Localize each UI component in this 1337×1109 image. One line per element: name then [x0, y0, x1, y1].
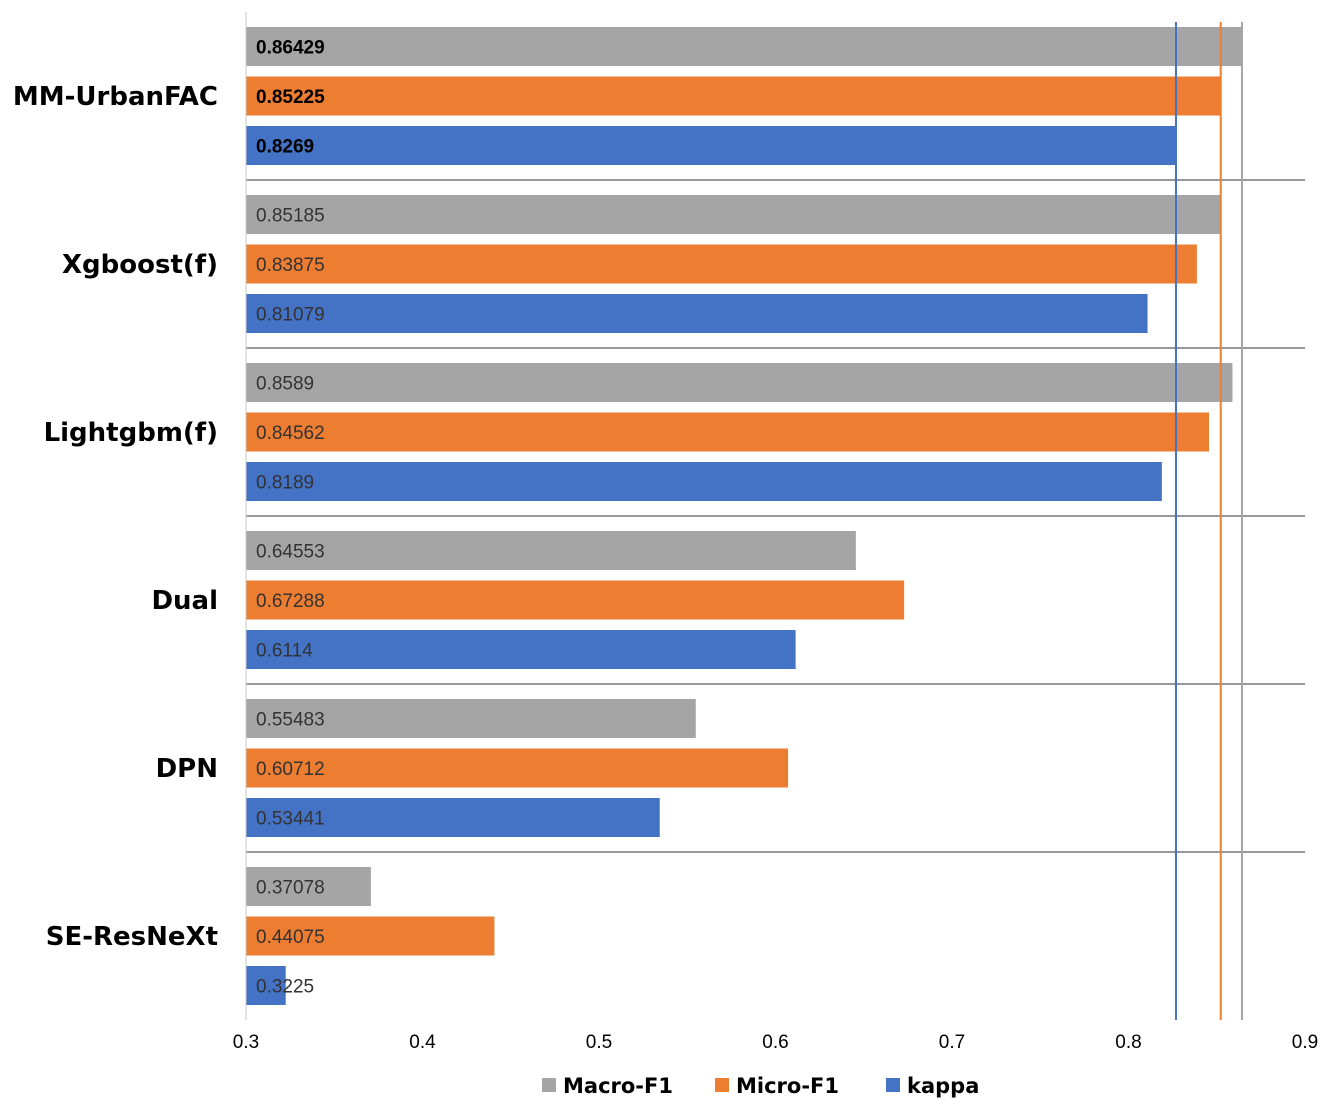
data-label-mm-urbanfac-macro-f1: 0.86429 — [256, 38, 325, 59]
bar-mm-urbanfac-kappa — [246, 126, 1176, 165]
data-label-se-resnext-macro-f1: 0.37078 — [256, 878, 325, 899]
bar-dpn-kappa — [246, 798, 660, 837]
data-label-dpn-micro-f1: 0.60712 — [256, 759, 325, 780]
category-separators — [246, 179, 1305, 853]
legend: Macro-F1 Micro-F1 kappa — [542, 1074, 979, 1098]
bar-se-resnext-macro-f1 — [246, 867, 371, 906]
category-label-xgboost-f: Xgboost(f) — [62, 250, 218, 280]
category-label-dual: Dual — [151, 586, 218, 616]
data-label-lightgbm-f-macro-f1: 0.8589 — [256, 374, 314, 395]
bar-dual-micro-f1 — [246, 580, 905, 620]
bar-lightgbm-f-micro-f1 — [246, 412, 1210, 452]
category-labels-group: MM-UrbanFAC Xgboost(f) Lightgbm(f) Dual DPN S… — [13, 82, 218, 952]
bar-dpn-macro-f1 — [246, 699, 696, 738]
x-tick-label-0-6: 0.6 — [762, 1032, 788, 1053]
data-label-lightgbm-f-micro-f1: 0.84562 — [256, 423, 325, 444]
bar-dpn-micro-f1 — [246, 748, 789, 788]
data-label-xgboost-f-macro-f1: 0.85185 — [256, 206, 325, 227]
bar-dual-macro-f1 — [246, 531, 856, 570]
data-label-dpn-kappa: 0.53441 — [256, 809, 325, 830]
data-label-dual-macro-f1: 0.64553 — [256, 542, 325, 563]
data-label-dpn-macro-f1: 0.55483 — [256, 710, 325, 731]
x-tick-label-0-8: 0.8 — [1115, 1032, 1141, 1053]
bar-mm-urbanfac-macro-f1 — [246, 27, 1242, 66]
data-label-se-resnext-kappa: 0.3225 — [256, 977, 314, 998]
bar-mm-urbanfac-micro-f1 — [246, 76, 1221, 116]
bar-se-resnext-micro-f1 — [246, 916, 495, 956]
bar-lightgbm-f-macro-f1 — [246, 363, 1233, 402]
data-label-dual-kappa: 0.6114 — [256, 641, 313, 662]
bar-se-resnext-kappa — [246, 966, 286, 1005]
category-label-se-resnext: SE-ResNeXt — [46, 922, 218, 952]
data-labels-group: 0.86429 0.85225 0.8269 0.85185 0.83875 0.8107… — [256, 38, 325, 998]
legend-label-micro-f1: Micro-F1 — [736, 1074, 839, 1098]
x-tick-label-0-3: 0.3 — [233, 1032, 259, 1053]
data-label-mm-urbanfac-kappa: 0.8269 — [256, 137, 314, 158]
x-tick-label-0-7: 0.7 — [939, 1032, 965, 1053]
bar-xgboost-f-micro-f1 — [246, 244, 1197, 284]
data-label-dual-micro-f1: 0.67288 — [256, 591, 325, 612]
data-label-xgboost-f-kappa: 0.81079 — [256, 305, 325, 326]
legend-swatch-micro-f1 — [715, 1078, 729, 1092]
category-label-dpn: DPN — [156, 754, 218, 784]
bar-xgboost-f-kappa — [246, 294, 1148, 333]
legend-label-macro-f1: Macro-F1 — [563, 1074, 673, 1098]
category-label-mm-urbanfac: MM-UrbanFAC — [13, 82, 218, 112]
category-label-lightgbm-f: Lightgbm(f) — [44, 418, 218, 448]
x-tick-label-0-4: 0.4 — [409, 1032, 436, 1053]
legend-swatch-kappa — [886, 1078, 900, 1092]
legend-label-kappa: kappa — [907, 1074, 979, 1098]
bar-dual-kappa — [246, 630, 796, 669]
data-label-se-resnext-micro-f1: 0.44075 — [256, 927, 325, 948]
data-label-lightgbm-f-kappa: 0.8189 — [256, 473, 314, 494]
bar-xgboost-f-macro-f1 — [246, 195, 1221, 234]
x-tick-label-0-5: 0.5 — [586, 1032, 612, 1053]
reference-lines — [1174, 22, 1243, 1020]
data-label-mm-urbanfac-micro-f1: 0.85225 — [256, 87, 325, 108]
legend-swatch-macro-f1 — [542, 1078, 556, 1092]
x-axis: 0.3 0.4 0.5 0.6 0.7 0.8 0.9 — [233, 12, 1318, 1053]
bar-lightgbm-f-kappa — [246, 462, 1162, 501]
data-label-xgboost-f-micro-f1: 0.83875 — [256, 255, 325, 276]
x-tick-label-0-9: 0.9 — [1292, 1032, 1318, 1053]
bars-group — [246, 27, 1242, 1005]
